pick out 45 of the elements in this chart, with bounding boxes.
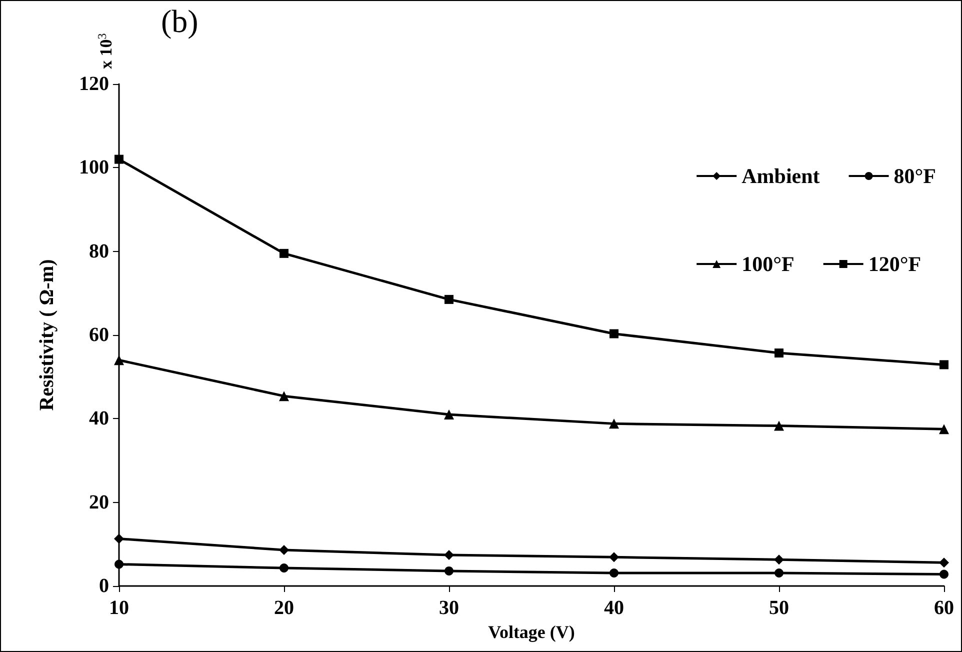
point (280, 564, 288, 573)
y-tick-label: 20 (89, 491, 109, 514)
text: (b) (161, 3, 198, 39)
point (609, 552, 619, 562)
y-axis-title: Resistivity ( Ω-m) (36, 259, 58, 411)
point (774, 348, 784, 358)
y-tick-label: 100 (79, 156, 109, 179)
point (444, 566, 454, 576)
point (609, 418, 619, 429)
point (444, 294, 454, 304)
point (940, 570, 948, 579)
point (610, 329, 618, 338)
x-tick-label: 60 (934, 597, 954, 619)
point (279, 545, 289, 556)
point (280, 248, 288, 258)
y-tick-label: 60 (89, 324, 109, 346)
point (114, 560, 124, 569)
legend-label: 100°F (742, 252, 794, 276)
legend-label: Ambient (742, 164, 820, 188)
point (939, 558, 949, 568)
legend-label: 80°F (894, 164, 936, 188)
point (774, 554, 784, 565)
y-tick-label: 120 (79, 73, 109, 95)
point (940, 360, 948, 370)
x-tick-label: 30 (439, 597, 459, 619)
legend-label: 120°F (868, 252, 922, 276)
x-tick-label: 10 (109, 597, 129, 619)
x-tick-label: 40 (604, 597, 624, 619)
y-tick-label: 0 (99, 575, 109, 597)
point (114, 355, 124, 366)
y-tick-label: 40 (89, 408, 109, 430)
point (114, 154, 124, 164)
x-tick-label: 50 (769, 597, 789, 619)
point (939, 424, 949, 434)
text: x 103 (95, 33, 116, 69)
x-tick-label: 20 (274, 597, 294, 619)
y-tick-label: 80 (89, 240, 109, 262)
point (444, 550, 454, 560)
point (444, 409, 454, 420)
point (279, 391, 289, 402)
point (774, 420, 784, 431)
point (114, 534, 124, 544)
point (610, 568, 618, 578)
x-axis-title: Voltage (V) (488, 622, 575, 642)
point (774, 568, 784, 578)
